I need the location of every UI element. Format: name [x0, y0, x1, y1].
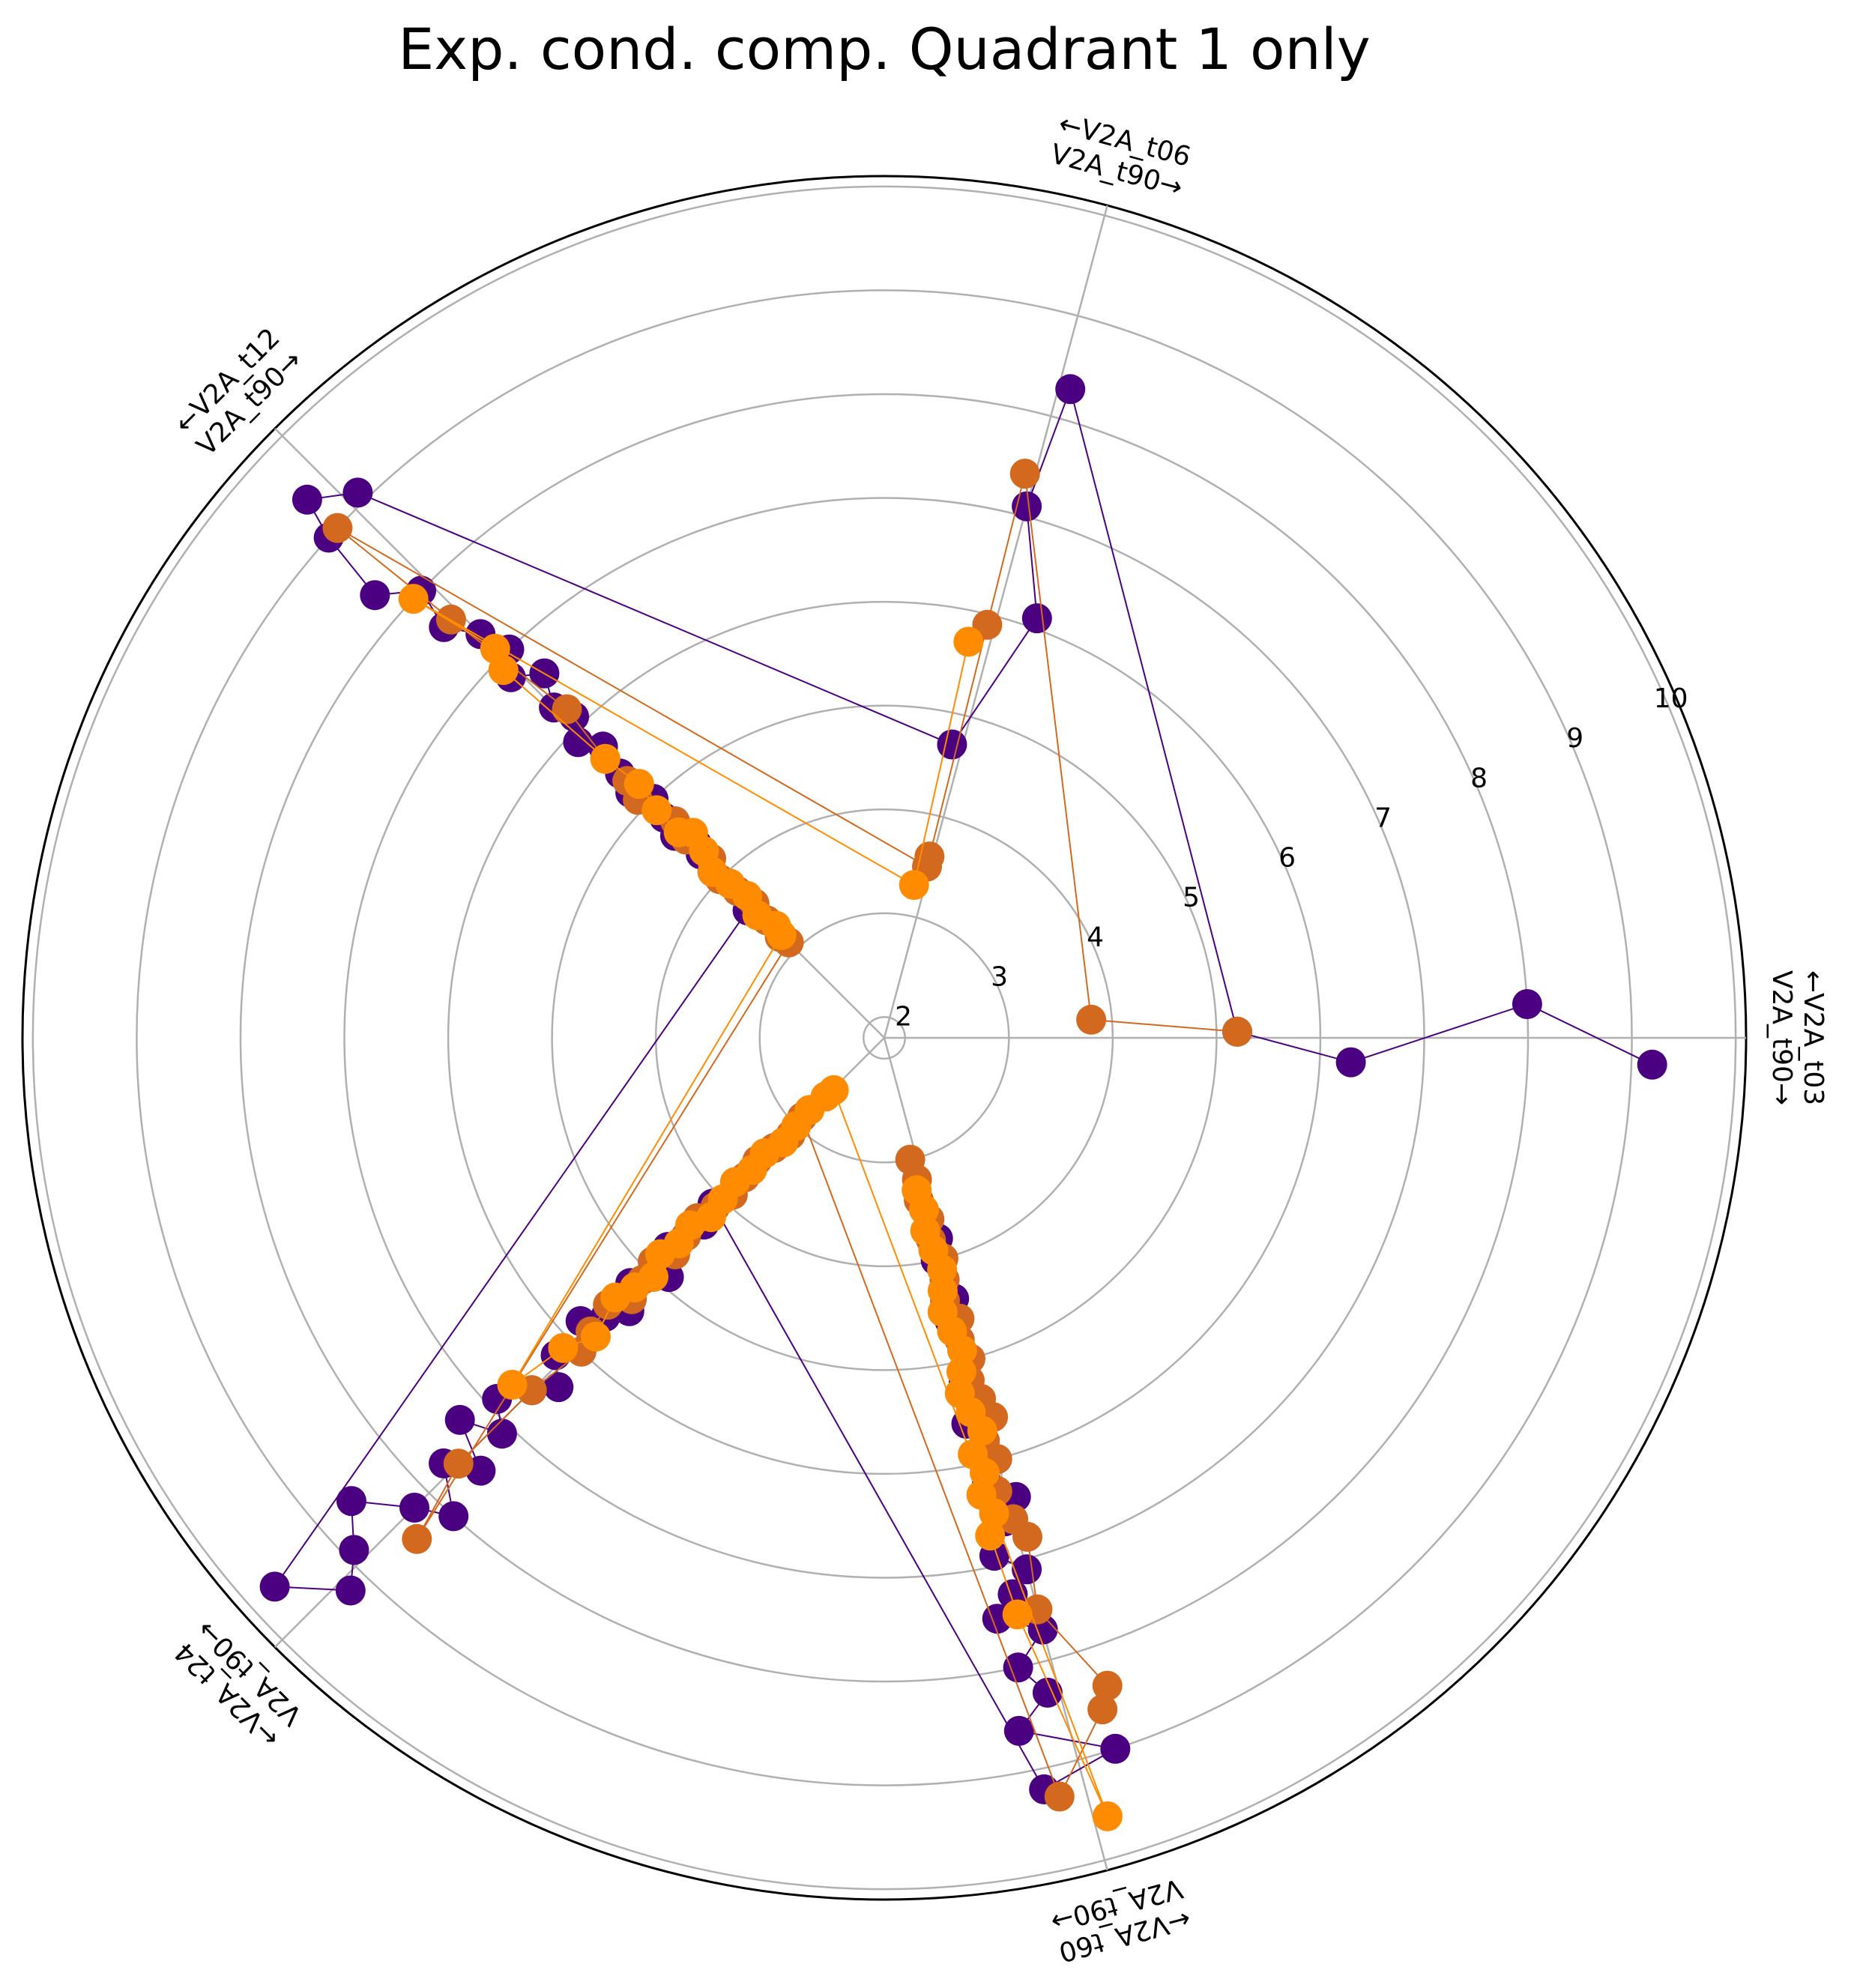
series-0-point-36	[438, 1501, 469, 1532]
series-2	[398, 584, 1123, 1831]
r-tick-label-3: 3	[991, 961, 1008, 992]
series-2-point-4	[488, 655, 519, 686]
series-0-point-32	[335, 1575, 366, 1606]
series-0-point-33	[339, 1535, 369, 1565]
series-0-point-43	[543, 1372, 574, 1403]
series-2-point-18	[548, 1332, 579, 1363]
series-0-point-58	[1003, 1715, 1034, 1746]
series-0-point-4	[1055, 374, 1086, 405]
series-0-point-0	[1637, 1049, 1667, 1080]
series-2-point-50	[927, 1275, 958, 1306]
series-1-point-21	[402, 1523, 432, 1554]
series-0-point-6	[1021, 603, 1052, 634]
series-0-point-31	[259, 1571, 290, 1602]
r-tick-label-5: 5	[1183, 882, 1200, 913]
series-0-point-64	[1012, 1554, 1042, 1585]
r-tick-label-6: 6	[1278, 842, 1296, 873]
r-tick-label-10: 10	[1654, 683, 1688, 714]
series-0-point-9	[292, 484, 322, 515]
series-0-point-2	[1335, 1047, 1366, 1078]
series-2-point-40	[966, 1479, 997, 1510]
series-0	[259, 374, 1667, 1804]
series-0-point-60	[1003, 1652, 1033, 1683]
series-2-point-16	[766, 919, 797, 950]
series-2-point-36	[1092, 1801, 1123, 1831]
series-0-point-1	[1512, 989, 1542, 1019]
series-2-point-1	[899, 870, 929, 900]
spoke-label-0-bottom: V2A_t90→	[1766, 970, 1797, 1105]
r-tick-label-4: 4	[1087, 922, 1104, 952]
series-0-point-7	[937, 729, 967, 760]
series-0-point-39	[444, 1404, 475, 1435]
series-2-point-7	[641, 795, 672, 826]
series-2-point-2	[398, 584, 429, 614]
series-1-point-6	[322, 513, 353, 543]
r-tick-label-2: 2	[895, 1001, 912, 1032]
data-series	[259, 374, 1667, 1831]
chart-title: Exp. cond. comp. Quadrant 1 only	[398, 16, 1370, 82]
series-1-point-2	[1009, 459, 1040, 489]
series-1-point-1	[1076, 1004, 1107, 1035]
series-2-point-37	[1002, 1599, 1033, 1630]
series-0-point-34	[336, 1486, 366, 1517]
series-2-point-46	[946, 1356, 976, 1387]
r-tick-label-8: 8	[1470, 763, 1488, 794]
series-2-line	[413, 598, 1108, 1817]
series-1-point-42	[1092, 1670, 1123, 1701]
series-0-point-8	[342, 477, 373, 508]
series-1-point-0	[1222, 1016, 1252, 1047]
series-1-point-41	[1087, 1694, 1118, 1725]
series-2-point-5	[590, 743, 620, 774]
series-0-point-40	[486, 1419, 517, 1449]
series-0-point-57	[1100, 1733, 1131, 1764]
series-2-point-38	[975, 1520, 1006, 1551]
r-tick-label-7: 7	[1374, 803, 1392, 833]
series-2-point-22	[638, 1261, 668, 1292]
series-0-line	[273, 386, 1653, 1791]
radial-tick-labels: 2 3 4 5 6 7 8 9 10	[895, 683, 1688, 1032]
spoke-label-0-top: ←V2A_t03	[1798, 970, 1829, 1105]
series-2-point-35	[818, 1075, 849, 1105]
series-2-point-49	[927, 1296, 958, 1327]
r-tick-label-9: 9	[1566, 723, 1583, 754]
series-2-point-0	[953, 626, 984, 657]
series-2-point-6	[623, 769, 654, 800]
series-2-point-17	[497, 1370, 528, 1400]
series-0-point-20	[563, 727, 594, 758]
series-1-point-40	[1044, 1781, 1075, 1812]
series-1-point-62	[895, 1144, 926, 1175]
series-0-point-35	[399, 1493, 429, 1523]
series-1-point-22	[443, 1448, 474, 1479]
series-2-point-19	[581, 1321, 611, 1352]
series-2-point-42	[958, 1439, 988, 1469]
series-0-point-11	[360, 580, 390, 611]
series-2-point-45	[944, 1378, 975, 1409]
series-1-point-8	[552, 694, 582, 725]
series-2-point-55	[902, 1175, 932, 1206]
